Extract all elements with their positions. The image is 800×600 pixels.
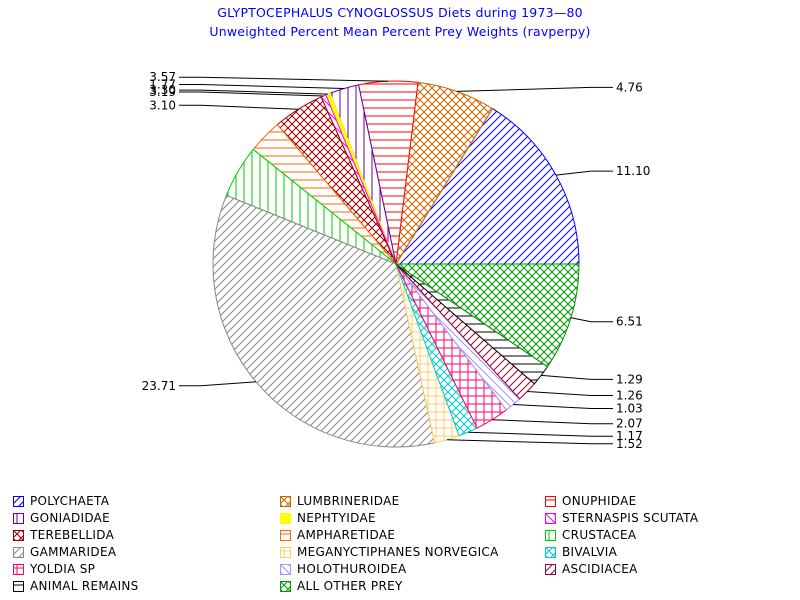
legend-label: ASCIDIACEA (562, 562, 638, 576)
legend-label: POLYCHAETA (30, 494, 110, 508)
legend-swatch (13, 564, 24, 575)
legend-label: CRUSTACEA (562, 528, 637, 542)
legend-swatch (545, 513, 556, 524)
legend-swatch (280, 581, 291, 592)
legend-label: TEREBELLIDA (30, 528, 115, 542)
slice-value-label: 3.10 (149, 98, 176, 112)
legend-label: HOLOTHUROIDEA (297, 562, 407, 576)
label-leader (527, 391, 613, 396)
slice-value-label: 4.76 (616, 80, 643, 94)
slice-value-label: 1.17 (616, 429, 643, 443)
legend-swatch (280, 530, 291, 541)
legend-swatch (545, 547, 556, 558)
label-leader (179, 91, 324, 97)
legend-swatch (280, 496, 291, 507)
slice-value-label: 1.03 (616, 402, 643, 416)
pie-slice-polychaeta (395, 107, 580, 265)
legend-swatch (13, 581, 24, 592)
pie-slices (212, 80, 580, 448)
slice-value-label: 2.07 (616, 417, 643, 431)
legend-label: LUMBRINERIDAE (297, 494, 400, 508)
slice-value-label: 3.30 (149, 83, 176, 97)
slice-value-label: 3.19 (149, 85, 176, 99)
legend-swatch (280, 547, 291, 558)
label-leader (179, 76, 389, 82)
pie-labels: 11.104.763.571.773.303.193.1023.711.521.… (142, 70, 651, 451)
legend-label: AMPHARETIDAE (297, 528, 396, 542)
label-leader (555, 170, 613, 176)
legend-label: ALL OTHER PREY (297, 579, 403, 593)
slice-value-label: 3.57 (149, 70, 176, 84)
chart-title: GLYPTOCEPHALUS CYNOGLOSSUS Diets during … (217, 5, 583, 20)
label-leader (446, 439, 613, 445)
legend-swatch (545, 530, 556, 541)
label-leader (179, 84, 345, 89)
pie-slice-all-other-prey (394, 263, 580, 368)
label-leader (468, 431, 613, 437)
legend-label: STERNASPIS SCUTATA (562, 511, 699, 525)
label-leader (456, 86, 613, 92)
legend-swatch (545, 496, 556, 507)
legend-swatch (280, 513, 291, 524)
legend-swatch (13, 530, 24, 541)
legend-swatch (13, 547, 24, 558)
slice-value-label: 23.71 (142, 379, 176, 393)
legend-label: MEGANYCTIPHANES NORVEGICA (297, 545, 499, 559)
label-leader (492, 419, 613, 425)
legend-swatch (13, 513, 24, 524)
label-leader (179, 89, 329, 95)
slice-value-label: 1.77 (149, 77, 176, 91)
legend-swatch (280, 564, 291, 575)
slice-value-label: 11.10 (616, 164, 650, 178)
label-leader (179, 104, 299, 110)
legend-label: NEPHTYIDAE (297, 511, 376, 525)
legend-swatch (13, 496, 24, 507)
legend-label: GONIADIDAE (30, 511, 111, 525)
pie-chart: 11.104.763.571.773.303.193.1023.711.521.… (142, 70, 651, 451)
slice-value-label: 1.29 (616, 372, 643, 386)
legend-label: ONUPHIDAE (562, 494, 637, 508)
label-leader (179, 381, 257, 387)
legend-label: BIVALVIA (562, 545, 618, 559)
slice-value-label: 1.26 (616, 389, 643, 403)
legend-swatch (545, 564, 556, 575)
legend-label: YOLDIA SP (30, 562, 96, 576)
legend-label: ANIMAL REMAINS (30, 579, 139, 593)
slice-value-label: 1.52 (616, 437, 643, 451)
chart-subtitle: Unweighted Percent Mean Percent Prey Wei… (209, 24, 591, 39)
label-leader (570, 317, 613, 323)
slice-value-label: 6.51 (616, 315, 643, 329)
label-leader (513, 404, 613, 409)
label-leader (541, 374, 613, 380)
legend-label: GAMMARIDEA (30, 545, 117, 559)
